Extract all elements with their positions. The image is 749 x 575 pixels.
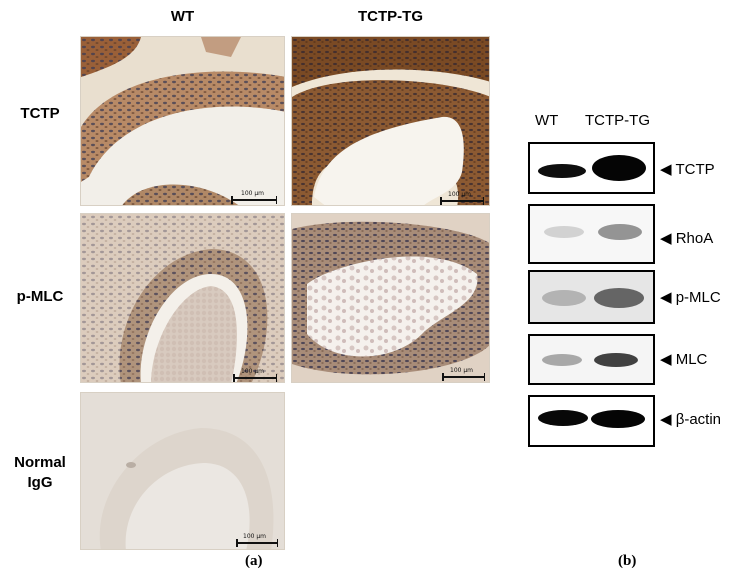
blot-label-tctp-text: TCTP <box>675 161 715 178</box>
blot-label-beta-actin: ◀ β-actin <box>660 410 721 428</box>
caption-b-letter: b <box>623 553 632 569</box>
caption-b: (b) <box>618 553 637 569</box>
blot-rhoa <box>528 204 655 264</box>
blot-label-mlc-text: MLC <box>675 351 708 368</box>
blot-label-p-mlc: ◀ p-MLC <box>660 288 721 306</box>
row-header-normal-igg-line1: Normal <box>14 454 66 471</box>
column-header-tctp-tg: TCTP-TG <box>358 8 423 25</box>
blot-label-beta-actin-text: β-actin <box>675 411 722 428</box>
micrograph-wt-p-mlc: 100 μm <box>80 213 285 383</box>
micrograph-tg-tctp: 100 μm <box>291 36 490 206</box>
blot-beta-actin <box>528 395 655 447</box>
lane-header-wt: WT <box>535 112 559 129</box>
band-marker-icon: ◀ <box>660 230 672 247</box>
scale-bar <box>440 197 484 205</box>
micrograph-tg-p-mlc: 100 μm <box>291 213 490 383</box>
caption-a-letter: a <box>250 553 258 569</box>
band-marker-icon: ◀ <box>660 289 672 306</box>
row-header-normal-igg-line2: IgG <box>27 474 53 491</box>
scale-bar-label: 100 μm <box>448 191 472 198</box>
blot-label-rhoa-text: RhoA <box>675 230 714 247</box>
band-marker-icon: ◀ <box>660 351 672 368</box>
lane-header-tctp-tg: TCTP-TG <box>585 112 650 129</box>
scale-bar-label: 100 μm <box>243 533 267 540</box>
row-header-p-mlc: p-MLC <box>16 288 64 305</box>
scale-bar <box>233 374 277 382</box>
blot-tctp <box>528 142 655 194</box>
scale-bar-label: 100 μm <box>241 368 265 375</box>
caption-a: (a) <box>245 553 263 569</box>
blot-label-tctp: ◀ TCTP <box>660 160 715 178</box>
row-header-tctp: TCTP <box>20 105 60 122</box>
band-marker-icon: ◀ <box>660 161 672 178</box>
blot-mlc <box>528 334 655 385</box>
blot-p-mlc <box>528 270 655 324</box>
scale-bar <box>231 196 277 204</box>
column-header-wt: WT <box>170 8 195 25</box>
band-marker-icon: ◀ <box>660 411 672 428</box>
row-header-normal-igg: Normal IgG <box>0 453 80 493</box>
micrograph-wt-tctp: 100 μm <box>80 36 285 206</box>
micrograph-normal-igg: 100 μm <box>80 392 285 550</box>
blot-label-rhoa: ◀ RhoA <box>660 229 713 247</box>
blot-label-p-mlc-text: p-MLC <box>675 289 721 306</box>
scale-bar <box>442 373 485 381</box>
scale-bar-label: 100 μm <box>241 190 265 197</box>
scale-bar <box>236 539 278 547</box>
scale-bar-label: 100 μm <box>450 367 474 374</box>
blot-label-mlc: ◀ MLC <box>660 350 707 368</box>
